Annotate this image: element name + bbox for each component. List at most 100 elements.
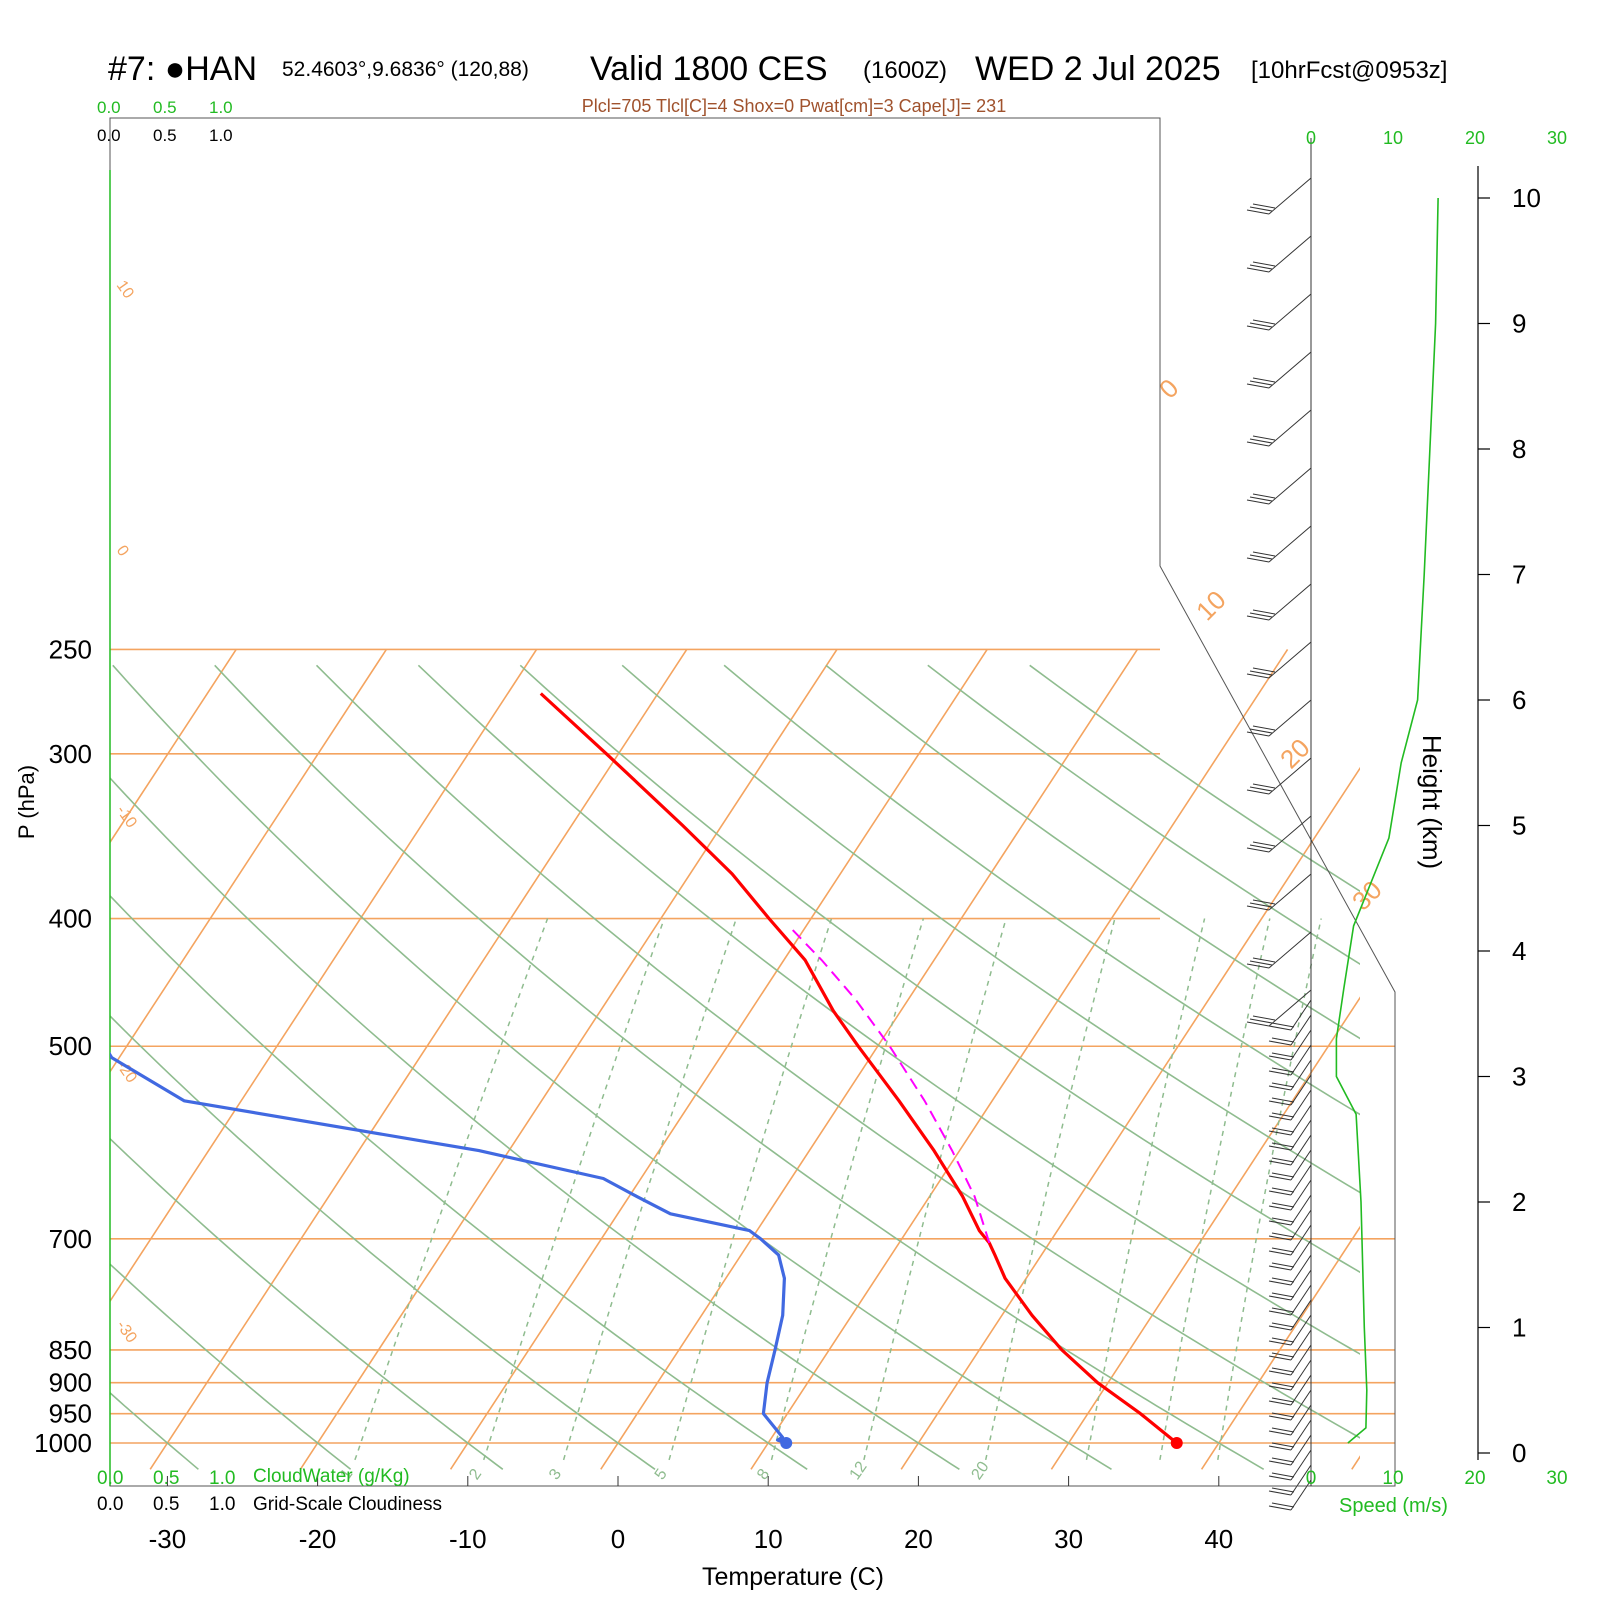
wind-barb-staff <box>1290 1434 1312 1466</box>
wind-barb-flag <box>1252 435 1276 441</box>
x-axis-label: Temperature (C) <box>702 1563 884 1591</box>
wind-barb-flag <box>1249 264 1273 270</box>
isotherm-label: 30 <box>1346 875 1388 917</box>
temperature-line <box>539 692 1178 1445</box>
wind-barb-staff <box>1268 757 1312 795</box>
wind-barb-flag <box>1268 1160 1292 1166</box>
wind-barb-staff <box>1290 1404 1312 1436</box>
cloudiness-bottom-tick: 1.0 <box>209 1494 235 1515</box>
wind-barb-flag <box>1271 1502 1295 1508</box>
pressure-tick-label: 400 <box>49 904 92 934</box>
wind-barb-staff <box>1290 1314 1312 1346</box>
wind-barb-flag <box>1268 1055 1292 1061</box>
mixing-ratio-line <box>863 918 1007 1461</box>
dry-adiabat-line <box>621 664 1360 1194</box>
wind-barb-flag <box>1246 557 1270 563</box>
pressure-tick-label: 700 <box>49 1224 92 1254</box>
wind-barb-flag <box>1271 1442 1295 1448</box>
wind-barb-flag <box>1271 1217 1295 1223</box>
isobar-lines <box>110 648 1395 1444</box>
cloudwater-bottom-scale: 0.0 0.5 1.0 CloudWater (g/Kg) <box>97 1466 410 1489</box>
isotherm-line <box>750 649 1289 1470</box>
wind-barb-staff <box>1290 1194 1312 1226</box>
height-axis: 0 1 2 3 4 5 6 7 8 9 10 <box>1477 166 1541 1468</box>
isotherm-line <box>110 649 388 1074</box>
cloudwater-top-tick: 0.0 <box>97 98 121 117</box>
wind-barb-flag <box>1249 902 1273 908</box>
wind-barb-flag <box>1268 1250 1292 1256</box>
height-tick-label: 9 <box>1512 309 1526 339</box>
height-tick-label: 8 <box>1512 434 1526 464</box>
height-tick-label: 6 <box>1512 685 1526 715</box>
wind-barb-staff <box>1290 1419 1312 1451</box>
wind-barb-flag <box>1271 1397 1295 1403</box>
wind-barb-flag <box>1252 203 1276 209</box>
isotherm-line <box>299 649 838 1470</box>
height-tick-label: 2 <box>1512 1187 1526 1217</box>
wind-barb-staff <box>1268 467 1312 505</box>
wind-barb-flag <box>1252 551 1276 557</box>
mixing-ratio-label: 5 <box>652 1466 671 1483</box>
mixing-ratio-line <box>984 918 1116 1461</box>
wind-barb-flag <box>1268 1100 1292 1106</box>
wind-barb-flag <box>1268 1340 1292 1346</box>
cloudiness-bottom-tick: 0.5 <box>153 1494 179 1515</box>
wind-barb-flag <box>1246 963 1270 969</box>
isotherm-label: 0 <box>1153 373 1184 404</box>
pressure-tick-label: 900 <box>49 1368 92 1398</box>
wind-barb-flag <box>1271 1472 1295 1478</box>
wind-barb-flag <box>1271 1457 1295 1463</box>
wind-barb-flag <box>1271 1427 1295 1433</box>
wind-barb-flag <box>1271 1307 1295 1313</box>
cloudiness-top-scale: 0.0 0.5 1.0 <box>97 126 233 145</box>
pressure-tick-label: 250 <box>49 634 92 664</box>
wind-barb-staff <box>1290 1029 1312 1061</box>
wind-barb-flag <box>1252 841 1276 847</box>
x-tick-label: 40 <box>1204 1524 1233 1554</box>
wind-barb-staff <box>1290 1104 1312 1136</box>
wind-barb-flag <box>1268 1190 1292 1196</box>
mixing-ratio-line <box>562 918 738 1461</box>
wind-barb-staff <box>1290 1044 1312 1076</box>
wind-barb-flag <box>1271 1322 1295 1328</box>
speed-title: Speed (m/s) <box>1339 1495 1448 1517</box>
wind-barb-staff <box>1290 1344 1312 1376</box>
wind-barb-flag <box>1268 1310 1292 1316</box>
mixing-ratio-line <box>354 918 549 1461</box>
mixing-ratio-label: 3 <box>546 1466 565 1483</box>
isotherm-line <box>149 649 688 1470</box>
wind-barb-flag <box>1268 1355 1292 1361</box>
wind-barb-flag <box>1268 1040 1292 1046</box>
cloudiness-top-tick: 0.0 <box>97 126 121 145</box>
dry-adiabat-line <box>110 776 960 1470</box>
wind-barb-staff <box>1290 1389 1312 1421</box>
wind-barb-flag <box>1268 1490 1292 1496</box>
wind-barb-flag <box>1249 206 1273 212</box>
wind-barb-staff <box>1268 177 1312 215</box>
wind-barb-flag <box>1271 1097 1295 1103</box>
speed-bottom-tick: 10 <box>1382 1468 1403 1489</box>
speed-top-tick: 20 <box>1465 128 1485 148</box>
wind-barb-flag <box>1252 899 1276 905</box>
wind-barb-staff <box>1268 641 1312 679</box>
height-tick-label: 1 <box>1512 1313 1526 1343</box>
wind-barb-flag <box>1271 1232 1295 1238</box>
wind-barb-flag <box>1271 1082 1295 1088</box>
wind-barb-flag <box>1246 325 1270 331</box>
speed-top-tick: 10 <box>1383 128 1403 148</box>
wind-barb-flag <box>1246 209 1270 215</box>
wind-barb-staff <box>1290 1074 1312 1106</box>
wind-barb-flag <box>1252 609 1276 615</box>
wind-barb-flag <box>1268 1475 1292 1481</box>
wind-barb-staff <box>1268 583 1312 621</box>
x-tick-label: 0 <box>611 1524 625 1554</box>
wind-barb-staff <box>1290 1059 1312 1091</box>
cloudwater-bottom-tick: 0.5 <box>153 1468 179 1489</box>
wind-barb-flag <box>1246 267 1270 273</box>
wind-barb-flag <box>1268 1325 1292 1331</box>
x-tick-label: 20 <box>904 1524 933 1554</box>
wind-barb-staff <box>1290 1374 1312 1406</box>
wind-barb-flag <box>1268 1280 1292 1286</box>
date-label: WED 2 Jul 2025 <box>975 50 1221 88</box>
